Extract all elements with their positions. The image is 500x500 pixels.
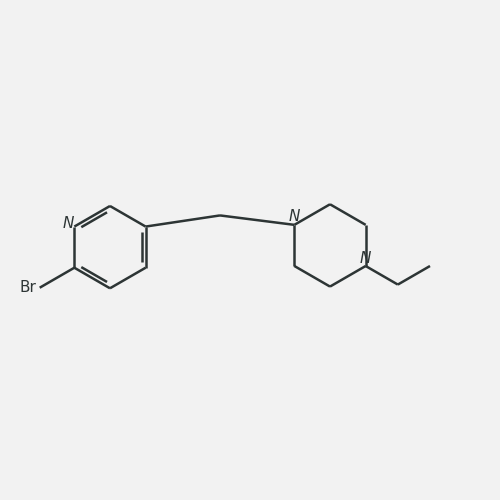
- Text: N: N: [288, 210, 300, 224]
- Text: N: N: [63, 216, 74, 230]
- Text: Br: Br: [20, 280, 37, 295]
- Text: N: N: [360, 250, 372, 266]
